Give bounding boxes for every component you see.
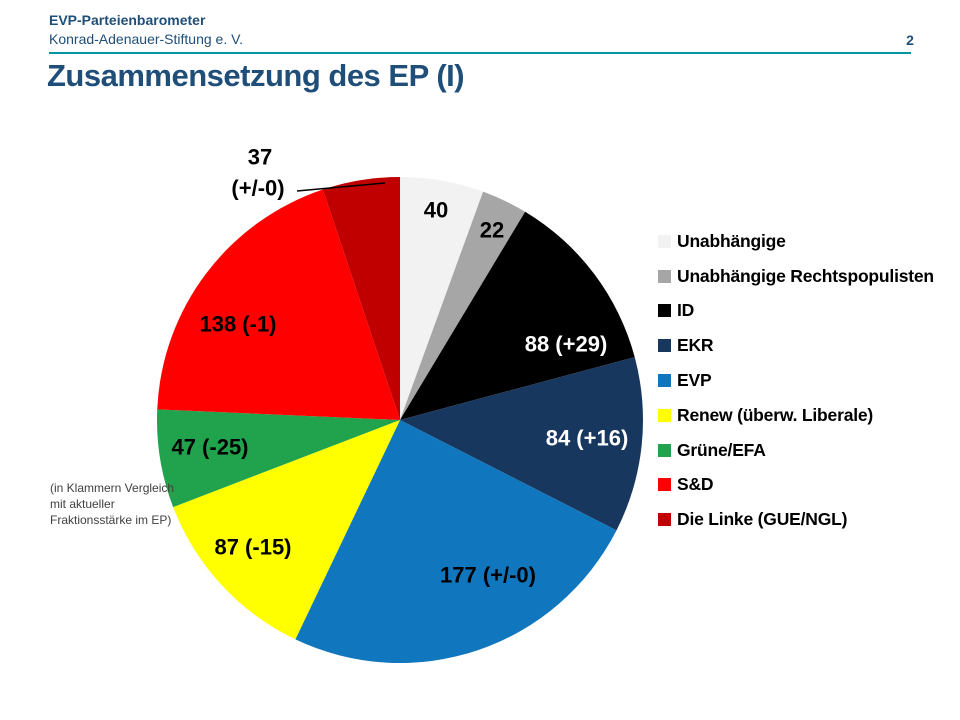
legend-item-gr-ne-efa: Grüne/EFA	[658, 433, 934, 468]
legend-swatch-icon	[658, 513, 671, 527]
pie-label-gr-ne-efa: 47 (-25)	[171, 435, 248, 460]
legend-label: Grüne/EFA	[677, 439, 766, 460]
legend-label: Die Linke (GUE/NGL)	[677, 509, 848, 530]
pie-slice-gr-ne-efa	[156, 409, 400, 508]
legend-swatch-icon	[658, 408, 671, 422]
note-line: (in Klammern Vergleich	[50, 481, 175, 495]
legend-item-id: ID	[658, 294, 934, 329]
legend-label: ID	[677, 300, 695, 321]
legend-swatch-icon	[658, 478, 671, 492]
pie-slice-renew-berw-liberale	[173, 420, 400, 640]
header-brand: EVP-Parteienbarometer	[49, 12, 206, 28]
legend-swatch-icon	[658, 339, 671, 353]
callout-leader-line	[296, 182, 386, 192]
legend-label: Renew (überw. Liberale)	[677, 404, 874, 425]
pie-slice-s-d	[157, 189, 400, 420]
legend-label: Unabhängige	[677, 230, 786, 251]
note-line: Fraktionsstärke im EP)	[50, 513, 172, 527]
legend-item-unabh-ngige: Unabhängige	[658, 224, 934, 259]
pie-slice-id	[400, 211, 635, 420]
legend-swatch-icon	[658, 269, 671, 283]
pie-label-die-linke-gue-ngl: 37	[248, 145, 272, 170]
legend-label: S&D	[677, 474, 714, 495]
pie-label-s-d: 138 (-1)	[199, 312, 276, 337]
pie-label-ekr: 84 (+16)	[546, 426, 629, 451]
legend-swatch-icon	[658, 374, 671, 388]
legend-swatch-icon	[658, 443, 671, 457]
legend-swatch-icon	[658, 304, 671, 318]
legend-item-unabh-ngige-rechtspopulisten: Unabhängige Rechtspopulisten	[658, 259, 934, 294]
legend-item-renew-berw-liberale: Renew (überw. Liberale)	[658, 398, 934, 433]
legend-item-s-d: S&D	[658, 468, 934, 503]
legend-item-ekr: EKR	[658, 328, 934, 363]
legend-label: EKR	[677, 335, 714, 356]
pie-label-id: 88 (+29)	[525, 332, 608, 357]
pie-slice-unabh-ngige-rechtspopulisten	[400, 191, 526, 420]
pie-label-die-linke-gue-ngl: (+/-0)	[231, 176, 284, 201]
pie-slice-evp	[295, 420, 617, 663]
pie-slice-unabh-ngige	[400, 177, 484, 420]
page-title: Zusammensetzung des EP (I)	[47, 58, 465, 93]
header-org: Konrad-Adenauer-Stiftung e. V.	[49, 31, 244, 47]
pie-label-renew-berw-liberale: 87 (-15)	[214, 535, 291, 560]
legend-label: EVP	[677, 370, 712, 391]
note-line: mit aktueller	[50, 497, 115, 511]
pie-label-unabh-ngige-rechtspopulisten: 22	[480, 218, 504, 243]
header-divider-line	[49, 52, 911, 54]
legend-item-evp: EVP	[658, 363, 934, 398]
legend-swatch-icon	[658, 234, 671, 248]
legend-label: Unabhängige Rechtspopulisten	[677, 265, 934, 286]
page-number: 2	[906, 32, 914, 48]
pie-label-evp: 177 (+/-0)	[440, 563, 536, 588]
legend-item-die-linke-gue-ngl: Die Linke (GUE/NGL)	[658, 502, 934, 537]
pie-label-unabh-ngige: 40	[424, 198, 448, 223]
pie-slice-ekr	[400, 357, 643, 531]
note-text: (in Klammern Vergleich mit aktueller Fra…	[50, 480, 174, 528]
legend: Unabhängige Unabhängige Rechtspopulisten I…	[658, 224, 934, 537]
pie-slice-die-linke-gue-ngl	[322, 177, 400, 420]
